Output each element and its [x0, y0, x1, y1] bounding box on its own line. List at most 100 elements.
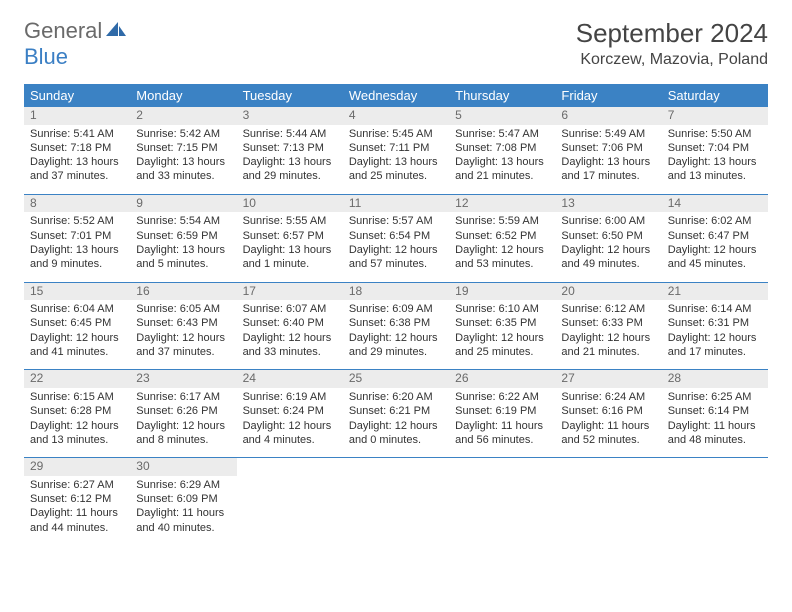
day-number: 11: [343, 195, 449, 213]
sunrise-line: Sunrise: 6:14 AM: [668, 302, 762, 316]
sunset-line: Sunset: 6:40 PM: [243, 316, 337, 330]
sunset-line: Sunset: 7:18 PM: [30, 141, 124, 155]
day-header-tue: Tuesday: [237, 84, 343, 107]
sunset-line: Sunset: 7:04 PM: [668, 141, 762, 155]
sunrise-line: Sunrise: 6:22 AM: [455, 390, 549, 404]
day-cell: 4Sunrise: 5:45 AMSunset: 7:11 PMDaylight…: [343, 107, 449, 194]
page-title: September 2024: [576, 18, 768, 49]
day-cell: 9Sunrise: 5:54 AMSunset: 6:59 PMDaylight…: [130, 195, 236, 282]
sunset-line: Sunset: 6:19 PM: [455, 404, 549, 418]
sunset-line: Sunset: 6:43 PM: [136, 316, 230, 330]
sunrise-line: Sunrise: 6:25 AM: [668, 390, 762, 404]
sunrise-line: Sunrise: 5:49 AM: [561, 127, 655, 141]
day-header-mon: Monday: [130, 84, 236, 107]
d2-line: and 29 minutes.: [349, 345, 443, 359]
d1-line: Daylight: 11 hours: [455, 419, 549, 433]
sunrise-line: Sunrise: 6:15 AM: [30, 390, 124, 404]
d1-line: Daylight: 12 hours: [243, 331, 337, 345]
day-cell: 19Sunrise: 6:10 AMSunset: 6:35 PMDayligh…: [449, 283, 555, 370]
d2-line: and 33 minutes.: [136, 169, 230, 183]
logo-text-blue: Blue: [24, 44, 68, 69]
sunrise-line: Sunrise: 6:19 AM: [243, 390, 337, 404]
d1-line: Daylight: 11 hours: [136, 506, 230, 520]
day-cell: 3Sunrise: 5:44 AMSunset: 7:13 PMDaylight…: [237, 107, 343, 194]
day-cell: 18Sunrise: 6:09 AMSunset: 6:38 PMDayligh…: [343, 283, 449, 370]
day-number: 26: [449, 370, 555, 388]
sunset-line: Sunset: 6:50 PM: [561, 229, 655, 243]
day-number: 22: [24, 370, 130, 388]
d1-line: Daylight: 13 hours: [243, 155, 337, 169]
sunset-line: Sunset: 6:35 PM: [455, 316, 549, 330]
week-row: 22Sunrise: 6:15 AMSunset: 6:28 PMDayligh…: [24, 370, 768, 458]
sunrise-line: Sunrise: 6:07 AM: [243, 302, 337, 316]
sunrise-line: Sunrise: 5:55 AM: [243, 214, 337, 228]
sunset-line: Sunset: 6:38 PM: [349, 316, 443, 330]
d2-line: and 53 minutes.: [455, 257, 549, 271]
sunrise-line: Sunrise: 6:17 AM: [136, 390, 230, 404]
d1-line: Daylight: 12 hours: [455, 243, 549, 257]
week-row: 1Sunrise: 5:41 AMSunset: 7:18 PMDaylight…: [24, 107, 768, 195]
location-label: Korczew, Mazovia, Poland: [576, 51, 768, 69]
d1-line: Daylight: 13 hours: [668, 155, 762, 169]
sunset-line: Sunset: 7:15 PM: [136, 141, 230, 155]
sunset-line: Sunset: 6:24 PM: [243, 404, 337, 418]
sunset-line: Sunset: 6:28 PM: [30, 404, 124, 418]
day-number: 28: [662, 370, 768, 388]
day-header-row: Sunday Monday Tuesday Wednesday Thursday…: [24, 84, 768, 107]
day-number: 13: [555, 195, 661, 213]
sunset-line: Sunset: 6:21 PM: [349, 404, 443, 418]
d1-line: Daylight: 13 hours: [243, 243, 337, 257]
day-number: 3: [237, 107, 343, 125]
d2-line: and 1 minute.: [243, 257, 337, 271]
d1-line: Daylight: 12 hours: [30, 419, 124, 433]
d1-line: Daylight: 12 hours: [561, 243, 655, 257]
sunrise-line: Sunrise: 5:59 AM: [455, 214, 549, 228]
sunset-line: Sunset: 6:31 PM: [668, 316, 762, 330]
day-cell: 2Sunrise: 5:42 AMSunset: 7:15 PMDaylight…: [130, 107, 236, 194]
day-number: 14: [662, 195, 768, 213]
d1-line: Daylight: 12 hours: [561, 331, 655, 345]
d2-line: and 9 minutes.: [30, 257, 124, 271]
sunrise-line: Sunrise: 6:05 AM: [136, 302, 230, 316]
d1-line: Daylight: 12 hours: [668, 243, 762, 257]
d1-line: Daylight: 11 hours: [668, 419, 762, 433]
day-cell: [237, 458, 343, 545]
day-cell: [449, 458, 555, 545]
d1-line: Daylight: 12 hours: [455, 331, 549, 345]
day-cell: 7 Sunrise: 5:50 AMSunset: 7:04 PMDaylight…: [662, 107, 768, 194]
day-cell: 27Sunrise: 6:24 AMSunset: 6:16 PMDayligh…: [555, 370, 661, 457]
d2-line: and 37 minutes.: [30, 169, 124, 183]
day-cell: 8Sunrise: 5:52 AMSunset: 7:01 PMDaylight…: [24, 195, 130, 282]
day-cell: 1Sunrise: 5:41 AMSunset: 7:18 PMDaylight…: [24, 107, 130, 194]
day-number: 10: [237, 195, 343, 213]
sunrise-line: Sunrise: 5:57 AM: [349, 214, 443, 228]
d2-line: and 17 minutes.: [561, 169, 655, 183]
day-number: 30: [130, 458, 236, 476]
sunrise-line: Sunrise: 6:20 AM: [349, 390, 443, 404]
sunrise-line: Sunrise: 5:50 AM: [668, 127, 762, 141]
d2-line: and 44 minutes.: [30, 521, 124, 535]
sunset-line: Sunset: 6:59 PM: [136, 229, 230, 243]
day-cell: 28Sunrise: 6:25 AMSunset: 6:14 PMDayligh…: [662, 370, 768, 457]
day-cell: [555, 458, 661, 545]
d2-line: and 40 minutes.: [136, 521, 230, 535]
d2-line: and 21 minutes.: [455, 169, 549, 183]
day-number: 17: [237, 283, 343, 301]
day-number: 2: [130, 107, 236, 125]
header: General Blue September 2024 Korczew, Maz…: [24, 18, 768, 70]
d2-line: and 48 minutes.: [668, 433, 762, 447]
logo-text-general: General: [24, 18, 102, 43]
d1-line: Daylight: 13 hours: [136, 155, 230, 169]
d1-line: Daylight: 12 hours: [136, 419, 230, 433]
d1-line: Daylight: 12 hours: [30, 331, 124, 345]
day-cell: 29Sunrise: 6:27 AMSunset: 6:12 PMDayligh…: [24, 458, 130, 545]
sunrise-line: Sunrise: 5:41 AM: [30, 127, 124, 141]
day-cell: 6Sunrise: 5:49 AMSunset: 7:06 PMDaylight…: [555, 107, 661, 194]
day-cell: 13Sunrise: 6:00 AMSunset: 6:50 PMDayligh…: [555, 195, 661, 282]
day-number: 7: [662, 107, 768, 125]
day-number: 5: [449, 107, 555, 125]
d1-line: Daylight: 11 hours: [561, 419, 655, 433]
day-number: 16: [130, 283, 236, 301]
sunrise-line: Sunrise: 6:24 AM: [561, 390, 655, 404]
day-cell: 12Sunrise: 5:59 AMSunset: 6:52 PMDayligh…: [449, 195, 555, 282]
